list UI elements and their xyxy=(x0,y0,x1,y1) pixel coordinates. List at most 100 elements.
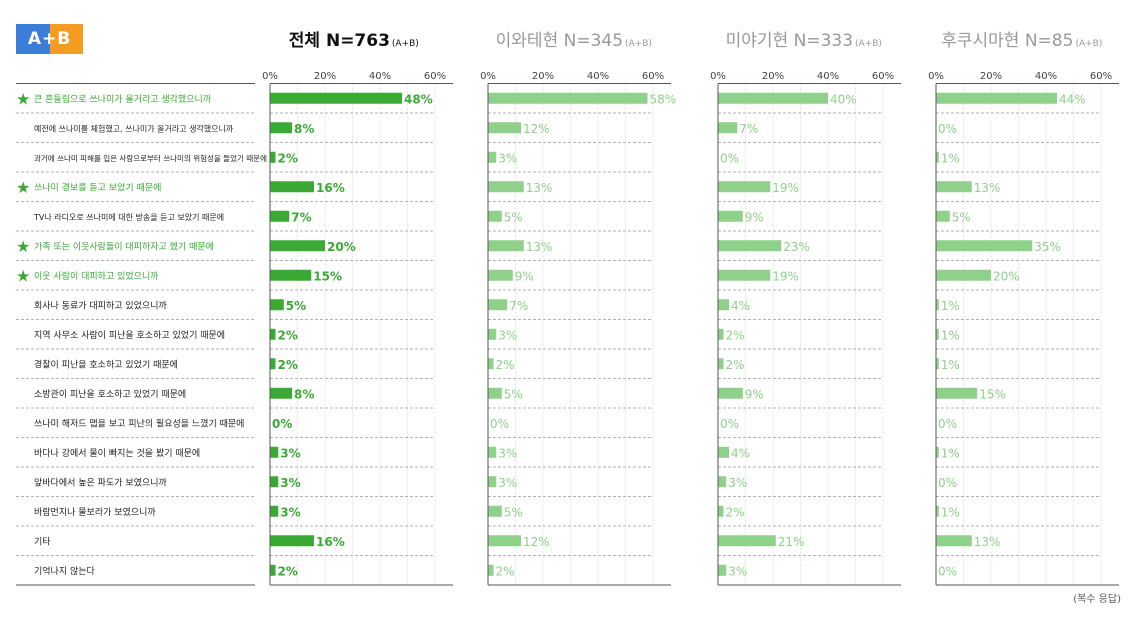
tick-label: 60% xyxy=(642,71,664,82)
value-label: 0% xyxy=(720,417,739,431)
bar xyxy=(488,299,508,311)
bar xyxy=(718,299,729,311)
bar xyxy=(270,535,314,547)
tick-label: 60% xyxy=(1090,71,1112,82)
bar xyxy=(936,328,939,340)
bar xyxy=(270,240,325,252)
tick-label: 40% xyxy=(1035,71,1057,82)
bar xyxy=(488,151,497,163)
bar xyxy=(936,358,939,370)
bar xyxy=(718,328,724,340)
value-label: 13% xyxy=(974,181,1001,195)
bar xyxy=(270,564,276,576)
value-label: 58% xyxy=(650,92,677,106)
bar xyxy=(488,92,648,104)
panel-title-main: 후쿠시마현 N=85 xyxy=(941,31,1073,51)
panel-title-main: 이와테현 N=345 xyxy=(496,31,623,51)
bar xyxy=(718,181,771,193)
bar xyxy=(488,505,502,517)
value-label: 0% xyxy=(272,417,292,431)
bar xyxy=(270,210,290,222)
bar xyxy=(488,210,502,222)
bar xyxy=(270,299,284,311)
value-label: 12% xyxy=(523,122,550,136)
value-label: 13% xyxy=(974,535,1001,549)
value-label: 9% xyxy=(745,210,764,224)
value-label: 1% xyxy=(941,505,960,519)
value-label: 9% xyxy=(515,269,534,283)
bar xyxy=(936,92,1057,104)
bar xyxy=(488,387,502,399)
star-icon: ★ xyxy=(16,237,30,256)
value-label: 7% xyxy=(291,210,311,224)
panel-title: 후쿠시마현 N=85 (A+B) xyxy=(941,31,1102,51)
bar xyxy=(488,446,497,458)
tick-label: 0% xyxy=(480,71,496,82)
value-label: 13% xyxy=(526,240,553,254)
category-label: 회사나 동료가 대피하고 있었으니까 xyxy=(34,299,168,311)
bar xyxy=(718,122,738,134)
value-label: 19% xyxy=(772,269,799,283)
bar xyxy=(270,181,314,193)
category-label: TV나 라디오로 쓰나미에 대한 방송을 듣고 보았기 때문에 xyxy=(33,212,224,222)
panel-title-sub: (A+B) xyxy=(392,39,419,49)
tick-label: 60% xyxy=(872,71,894,82)
category-label: 큰 흔들림으로 쓰나미가 올거라고 생각했으니까 xyxy=(34,93,212,105)
value-label: 0% xyxy=(720,151,739,165)
category-label: 예전에 쓰나미를 체험했고, 쓰나미가 올거라고 생각했으니까 xyxy=(34,123,234,133)
bar xyxy=(936,240,1033,252)
bar xyxy=(718,505,724,517)
panel-title-sub: (A+B) xyxy=(1075,39,1102,49)
tick-label: 20% xyxy=(980,71,1002,82)
value-label: 5% xyxy=(504,505,523,519)
value-label: 2% xyxy=(496,564,515,578)
bar xyxy=(936,269,991,281)
panel-title-main: 전체 N=763 xyxy=(289,31,390,51)
value-label: 12% xyxy=(523,535,550,549)
bar xyxy=(718,240,782,252)
tick-label: 40% xyxy=(369,71,391,82)
bar xyxy=(936,181,972,193)
bar xyxy=(270,476,279,488)
value-label: 1% xyxy=(941,328,960,342)
logo-text: A+B xyxy=(27,29,72,49)
tick-label: 20% xyxy=(762,71,784,82)
bar xyxy=(488,535,521,547)
category-label: 경찰이 피난을 호소하고 있었기 때문에 xyxy=(34,358,178,370)
panel-title: 이와테현 N=345 (A+B) xyxy=(496,31,652,51)
bar xyxy=(936,446,939,458)
value-label: 3% xyxy=(280,446,300,460)
value-label: 19% xyxy=(772,181,799,195)
value-label: 0% xyxy=(938,564,957,578)
value-label: 1% xyxy=(941,151,960,165)
value-label: 40% xyxy=(830,92,857,106)
bar xyxy=(718,269,771,281)
value-label: 3% xyxy=(280,505,300,519)
value-label: 16% xyxy=(316,181,345,195)
bar xyxy=(936,210,950,222)
bar xyxy=(488,328,497,340)
bar xyxy=(488,269,513,281)
value-label: 2% xyxy=(726,505,745,519)
bar xyxy=(488,181,524,193)
value-label: 1% xyxy=(941,446,960,460)
tick-label: 0% xyxy=(928,71,944,82)
category-label: 소방관이 피난을 호소하고 있었기 때문에 xyxy=(34,388,186,400)
panel-title-sub: (A+B) xyxy=(855,39,882,49)
star-icon: ★ xyxy=(16,266,30,285)
value-label: 13% xyxy=(526,181,553,195)
bar xyxy=(936,387,978,399)
bar xyxy=(718,92,828,104)
value-label: 8% xyxy=(294,387,314,401)
bar xyxy=(270,92,402,104)
panel-title: 전체 N=763 (A+B) xyxy=(289,31,419,51)
category-label: 기타 xyxy=(34,536,51,547)
category-label: 앞바다에서 높은 파도가 보였으니까 xyxy=(34,476,168,488)
bar xyxy=(488,122,521,134)
value-label: 5% xyxy=(504,210,523,224)
value-label: 2% xyxy=(496,358,515,372)
value-label: 21% xyxy=(778,535,805,549)
category-label: 과거에 쓰나미 피해를 입은 사람으로부터 쓰나미의 위험성을 들었기 때문에 xyxy=(34,153,267,163)
value-label: 2% xyxy=(726,328,745,342)
value-label: 7% xyxy=(739,122,758,136)
